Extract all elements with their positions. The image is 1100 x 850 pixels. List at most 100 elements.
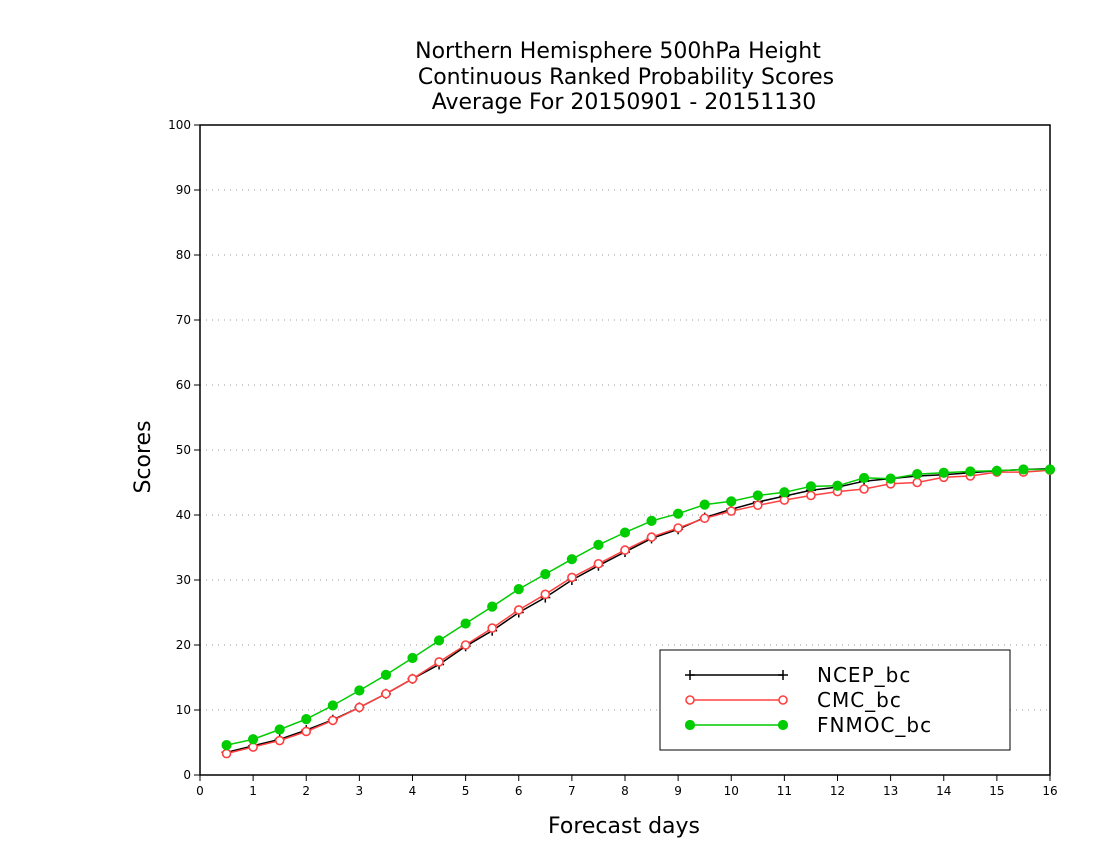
data-point-cmc-bc [221, 748, 232, 759]
data-point-fnmoc-bc [301, 714, 312, 725]
legend-marker [778, 670, 788, 680]
y-tick-label: 80 [176, 248, 191, 262]
y-axis-title: Scores [131, 420, 156, 493]
y-tick-label: 10 [176, 703, 191, 717]
data-point-fnmoc-bc [726, 496, 737, 507]
gridlines [200, 189, 1050, 711]
data-point-cmc-bc [673, 523, 683, 533]
data-point-cmc-bc [593, 558, 604, 569]
data-point-cmc-bc [487, 623, 497, 633]
x-tick-label: 5 [462, 784, 470, 798]
legend-marker [685, 695, 695, 705]
legend-marker [778, 695, 788, 705]
y-tick-label: 90 [176, 183, 191, 197]
data-point-fnmoc-bc [752, 490, 763, 501]
x-tick-label: 6 [515, 784, 523, 798]
x-tick-label: 15 [989, 784, 1004, 798]
data-point-fnmoc-bc [832, 480, 843, 491]
legend-label: FNMOC_bc [817, 713, 932, 737]
data-point-fnmoc-bc [380, 669, 392, 681]
title-line-3: Average For 20150901 - 20151130 [432, 90, 817, 115]
data-point-fnmoc-bc [1044, 464, 1056, 475]
data-point-fnmoc-bc [513, 584, 524, 595]
x-tick-label: 3 [356, 784, 364, 798]
data-point-fnmoc-bc [938, 467, 949, 478]
y-tick-label: 60 [176, 378, 191, 392]
data-point-fnmoc-bc [991, 465, 1002, 476]
data-point-cmc-bc [726, 506, 737, 516]
data-point-cmc-bc [859, 484, 869, 494]
data-point-fnmoc-bc [858, 472, 870, 484]
legend-entry-ncep-bc: NCEP_bc [685, 663, 911, 687]
data-point-cmc-bc [274, 735, 285, 746]
data-point-fnmoc-bc [805, 481, 817, 492]
data-point-cmc-bc [407, 673, 418, 684]
data-point-fnmoc-bc [885, 473, 896, 484]
x-tick-label: 9 [674, 784, 682, 798]
data-point-fnmoc-bc [593, 539, 604, 551]
data-point-cmc-bc [753, 500, 763, 511]
data-point-cmc-bc [434, 657, 444, 667]
title-line-2: Continuous Ranked Probability Scores [418, 65, 834, 90]
x-tick-label: 13 [883, 784, 898, 798]
title-line-1: Northern Hemisphere 500hPa Height [415, 39, 821, 64]
x-tick-label: 0 [196, 784, 204, 798]
legend-label: CMC_bc [817, 688, 902, 712]
data-point-cmc-bc [301, 726, 312, 737]
data-point-cmc-bc [513, 605, 524, 615]
y-tick-label: 70 [176, 313, 191, 327]
legend-marker [777, 719, 789, 731]
data-point-fnmoc-bc [274, 724, 285, 735]
series-fnmoc-bc [221, 464, 1056, 751]
data-point-fnmoc-bc [673, 508, 684, 519]
y-tick-label: 30 [176, 573, 191, 587]
x-tick-label: 2 [302, 784, 310, 798]
data-point-fnmoc-bc [912, 468, 923, 480]
data-point-cmc-bc [381, 688, 391, 699]
x-tick-label: 4 [409, 784, 417, 798]
x-tick-label: 7 [568, 784, 576, 798]
x-tick-label: 1 [249, 784, 257, 798]
data-point-cmc-bc [460, 640, 471, 650]
data-point-fnmoc-bc [407, 652, 418, 664]
data-point-cmc-bc [806, 490, 816, 501]
data-point-cmc-bc [567, 572, 577, 583]
data-point-cmc-bc [620, 545, 630, 555]
data-point-cmc-bc [646, 532, 657, 542]
data-point-fnmoc-bc [779, 487, 790, 498]
data-point-fnmoc-bc [965, 466, 976, 477]
y-tick-label: 20 [176, 638, 191, 652]
data-point-fnmoc-bc [619, 527, 631, 538]
data-point-fnmoc-bc [1018, 464, 1029, 475]
x-tick-label: 14 [936, 784, 951, 798]
data-point-cmc-bc [699, 513, 710, 524]
y-tick-label: 0 [183, 768, 191, 782]
data-point-fnmoc-bc [433, 635, 445, 646]
x-tick-label: 11 [777, 784, 792, 798]
chart-title: Northern Hemisphere 500hPa Height Contin… [415, 39, 834, 115]
x-tick-label: 12 [830, 784, 845, 798]
data-point-fnmoc-bc [487, 601, 498, 612]
data-point-fnmoc-bc [221, 740, 232, 751]
y-tick-label: 100 [168, 118, 191, 132]
data-point-fnmoc-bc [699, 499, 710, 510]
data-point-cmc-bc [540, 589, 551, 600]
data-point-cmc-bc [328, 715, 338, 726]
legend-label: NCEP_bc [817, 663, 911, 687]
legend-marker [685, 670, 695, 680]
y-tick-label: 50 [176, 443, 191, 457]
x-axis-title: Forecast days [548, 814, 700, 839]
data-point-fnmoc-bc [327, 700, 338, 711]
legend-entry-fnmoc-bc: FNMOC_bc [684, 713, 932, 737]
y-tick-label: 40 [176, 508, 191, 522]
legend-entry-cmc-bc: CMC_bc [685, 688, 902, 712]
data-point-fnmoc-bc [460, 618, 471, 629]
data-point-fnmoc-bc [566, 554, 577, 565]
data-point-cmc-bc [912, 477, 922, 488]
data-point-fnmoc-bc [646, 515, 657, 526]
data-point-fnmoc-bc [248, 734, 259, 745]
